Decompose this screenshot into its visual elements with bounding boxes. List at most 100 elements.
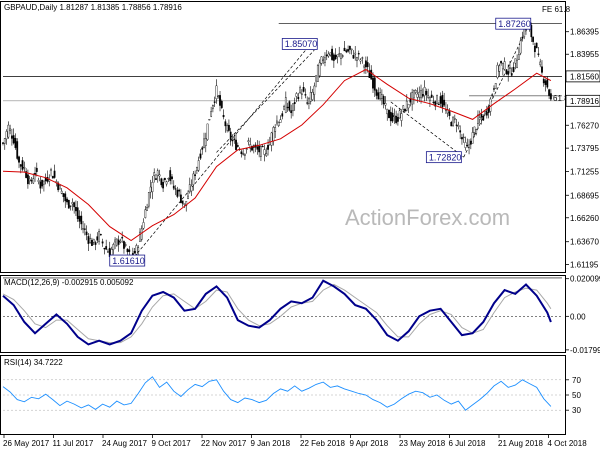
candle-body [437,103,440,106]
price-title-text: GBPAUD,Daily [4,3,57,12]
candle-body [139,231,141,242]
candle-body [146,207,148,211]
candle-body [539,61,542,66]
candle-body [176,189,179,197]
candle-body [372,77,374,89]
candle-body [366,62,369,68]
candle-body [532,36,534,42]
candle-body [247,140,250,143]
price-y-tick-label: 1.61195 [570,261,599,270]
candle-body [421,94,424,97]
candle-body [306,102,309,104]
trend-line-up-2 [216,49,315,153]
candle-body [53,170,56,178]
candle-body [16,141,19,159]
candle-body [462,136,465,139]
candle-body [548,89,551,96]
candle-body [71,202,74,205]
candle-body [195,167,198,171]
candle-body [537,53,540,55]
candle-body [242,153,245,155]
x-tick-label: 24 Aug 2017 [102,439,147,448]
candle-body [386,108,389,115]
candle-body [457,125,460,128]
candle-body [480,114,483,118]
candle-body [439,96,442,104]
candle-body [92,238,95,243]
candle-body [432,101,435,104]
candle-body [407,103,410,109]
candle-body [359,59,362,62]
candle-body [60,190,63,194]
candle-body [199,153,202,159]
candle-body [80,215,83,225]
candle-body [461,137,463,140]
macd-y-tick-label: 0.020099 [570,275,600,284]
callout-box [281,38,318,50]
candle-body [123,241,125,249]
candle-body [203,138,205,148]
candle-body [290,110,293,114]
candle-body [516,59,518,68]
candle-body [356,57,358,61]
candle-body [436,95,438,104]
candle-body [103,248,106,250]
candle-body [336,54,339,58]
candle-body [142,222,145,229]
candle-body [270,132,273,146]
candle-body [233,138,236,140]
callout-label: 1.87260 [498,19,531,29]
candle-body [324,57,326,63]
candle-body [25,171,28,178]
candle-body [311,92,314,100]
x-tick-label: 22 Nov 2017 [201,439,247,448]
candle-body [107,251,109,253]
candle-body [331,48,333,60]
candle-body [388,109,390,119]
axes-layer: 1.86395 1.83955 1.81560 1.78916 1.76270 1.737… [3,28,600,448]
candle-body [512,66,515,72]
candle-body [133,251,136,254]
candle-body [140,228,143,240]
candle-body [393,115,396,117]
candle-body [475,129,478,134]
candle-body [471,132,474,144]
candle-body [43,180,45,185]
candle-body [327,53,330,57]
candle-body [91,239,93,246]
candle-body [67,200,70,209]
candle-body [9,128,12,131]
candle-body [283,106,285,110]
macd-title: MACD(12,26,9) -0.002915 0.005092 [4,278,134,287]
x-tick-label: 4 Oct 2018 [548,439,588,448]
candle-body [380,94,383,99]
candle-body [368,70,371,78]
candle-body [459,130,462,133]
candle-body [507,71,510,75]
candle-body [299,87,301,93]
candle-body [542,78,545,84]
callout-label: 1.72820 [429,152,462,162]
candle-body [126,248,129,253]
candle-body [272,127,275,142]
candle-body [10,135,13,139]
candle-body [41,179,44,187]
candle-body [487,106,490,113]
candle-body [370,69,373,80]
candle-body [519,40,522,54]
candle-body [114,239,116,243]
x-tick-label: 21 Aug 2018 [498,439,543,448]
candle-body [260,145,262,157]
candle-body [171,176,173,180]
candle-body [155,178,157,180]
x-tick-label: 6 Jul 2018 [449,439,486,448]
candle-body [425,91,428,95]
candle-body [21,160,24,170]
candle-body [98,231,100,242]
candle-body [332,54,335,61]
candle-body [187,195,189,199]
candle-body [357,53,360,55]
x-tick-label: 11 Jul 2017 [53,439,94,448]
candle-body [397,117,399,122]
rsi-layer [2,376,562,411]
